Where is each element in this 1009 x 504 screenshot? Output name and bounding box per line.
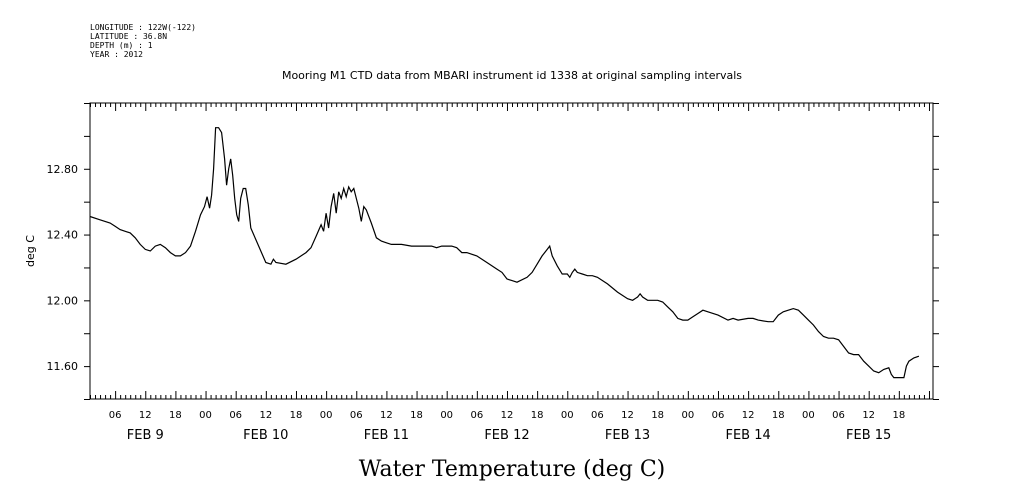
metadata-block: LONGITUDE : 122W(-122) LATITUDE : 36.8N … [90,23,196,59]
x-tick-label: 06 [229,410,242,421]
longitude-text: LONGITUDE : 122W(-122) [90,23,196,32]
y-axis-label: deg C [24,235,37,267]
chart-title: Mooring M1 CTD data from MBARI instrumen… [282,69,742,82]
x-tick-label: 00 [561,410,574,421]
tick-marks [84,103,939,400]
y-tick-label: 12.80 [47,163,79,176]
x-day-label: FEB 13 [605,428,650,443]
x-tick-label: 18 [531,410,544,421]
x-tick-label: 00 [440,410,453,421]
x-tick-label: 06 [832,410,845,421]
x-tick-label: 00 [802,410,815,421]
x-day-label: FEB 12 [484,428,529,443]
x-tick-label: 12 [621,410,634,421]
x-tick-label: 12 [380,410,393,421]
latitude-text: LATITUDE : 36.8N [90,32,167,41]
tick-labels: 11.60 12.00 12.40 12.80 06 12 18 00 06 12 18 00 06 12… [47,163,906,443]
x-tick-label: 06 [712,410,725,421]
x-axis-label: Water Temperature (deg C) [359,457,666,482]
x-tick-label: 12 [742,410,755,421]
x-tick-label: 18 [290,410,303,421]
x-tick-label: 00 [681,410,694,421]
x-tick-label: 18 [772,410,785,421]
y-tick-label: 12.40 [47,229,79,242]
x-day-label: FEB 11 [364,428,409,443]
x-tick-label: 12 [259,410,272,421]
year-text: YEAR : 2012 [90,50,143,59]
x-tick-label: 00 [320,410,333,421]
y-tick-label: 11.60 [47,360,79,373]
y-tick-label: 12.00 [47,294,79,307]
x-tick-label: 18 [651,410,664,421]
x-tick-label: 06 [470,410,483,421]
x-tick-label: 12 [139,410,152,421]
x-day-label: FEB 10 [243,428,288,443]
x-tick-label: 06 [350,410,363,421]
x-tick-label: 06 [591,410,604,421]
x-day-label: FEB 9 [127,428,164,443]
x-tick-label: 00 [199,410,212,421]
x-tick-label: 18 [169,410,182,421]
x-day-label: FEB 14 [725,428,770,443]
x-tick-label: 12 [862,410,875,421]
depth-text: DEPTH (m) : 1 [90,41,153,50]
x-tick-label: 18 [410,410,423,421]
x-tick-label: 12 [501,410,514,421]
plot-frame [89,102,934,400]
x-tick-label: 18 [892,410,905,421]
x-day-label: FEB 15 [846,428,891,443]
series-line [89,127,920,379]
x-tick-label: 06 [109,410,122,421]
